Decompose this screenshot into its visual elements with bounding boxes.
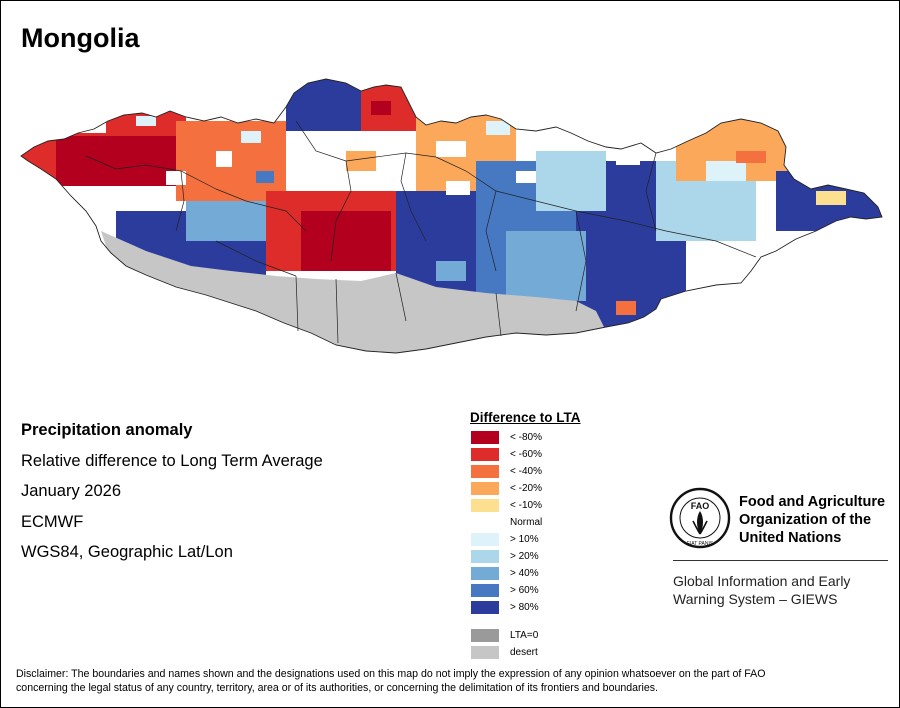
legend-swatch <box>471 584 499 597</box>
fao-logo-motto: FIAT PANIS <box>687 541 714 547</box>
anomaly-raster <box>21 79 882 353</box>
legend-label: > 10% <box>510 534 539 545</box>
legend-swatch <box>471 629 499 642</box>
legend-label: > 60% <box>510 585 539 596</box>
legend-label: > 80% <box>510 602 539 613</box>
legend-swatch <box>471 448 499 461</box>
legend-label: desert <box>510 647 538 658</box>
legend-normal: Normal <box>470 514 630 531</box>
legend-label: > 20% <box>510 551 539 562</box>
disclaimer-line2: concerning the legal status of any count… <box>16 682 659 694</box>
legend-item: LTA=0 <box>470 627 630 644</box>
legend-item: < -60% <box>470 446 630 463</box>
fao-name-line1: Food and Agriculture <box>739 494 886 510</box>
legend-label: < -40% <box>510 466 542 477</box>
legend-label: < -60% <box>510 449 542 460</box>
legend-item: > 60% <box>470 582 630 599</box>
fao-name-line3: United Nations <box>739 530 842 546</box>
giews-name: Global Information and Early Warning Sys… <box>673 572 893 608</box>
legend-label: > 40% <box>510 568 539 579</box>
province-boundaries <box>85 120 757 344</box>
legend-item: < -20% <box>470 480 630 497</box>
legend-label: LTA=0 <box>510 630 539 641</box>
info-projection: WGS84, Geographic Lat/Lon <box>21 543 233 561</box>
legend-item: > 40% <box>470 565 630 582</box>
legend-swatch <box>471 431 499 444</box>
info-period: January 2026 <box>21 482 121 500</box>
legend-other-classes: LTA=0 desert <box>470 627 630 661</box>
legend-label: < -20% <box>510 483 542 494</box>
fao-divider <box>673 560 888 561</box>
legend-label: < -80% <box>510 432 542 443</box>
legend-swatch <box>471 482 499 495</box>
legend-item: > 10% <box>470 531 630 548</box>
info-heading: Precipitation anomaly <box>21 421 193 439</box>
fao-name: Food and Agriculture Organization of the… <box>739 493 899 547</box>
giews-line1: Global Information and Early <box>673 573 851 589</box>
info-subtitle: Relative difference to Long Term Average <box>21 451 323 470</box>
legend-swatch <box>471 499 499 512</box>
legend-swatch <box>471 465 499 478</box>
map-info-block: Precipitation anomaly Relative differenc… <box>21 415 323 568</box>
fao-logo-icon: FAO FIAT PANIS <box>669 487 731 549</box>
giews-line2: Warning System – GIEWS <box>673 591 838 607</box>
legend-normal-label: Normal <box>510 517 543 528</box>
legend-swatch <box>471 601 499 614</box>
legend-dry-classes: < -80% < -60% < -40% < -20% < -10% <box>470 429 630 514</box>
legend-item: < -80% <box>470 429 630 446</box>
legend-title: Difference to LTA <box>470 410 581 425</box>
legend-swatch <box>471 567 499 580</box>
disclaimer: Disclaimer: The boundaries and names sho… <box>16 667 886 695</box>
legend-item: > 80% <box>470 599 630 616</box>
mongolia-anomaly-map <box>20 78 883 354</box>
legend-item: < -10% <box>470 497 630 514</box>
legend-swatch <box>471 646 499 659</box>
legend-item: desert <box>470 644 630 661</box>
legend-swatch <box>471 550 499 563</box>
legend-label: < -10% <box>510 500 542 511</box>
legend-wet-classes: > 10% > 20% > 40% > 60% > 80% <box>470 531 630 616</box>
disclaimer-line1: Disclaimer: The boundaries and names sho… <box>16 668 766 680</box>
legend-item: < -40% <box>470 463 630 480</box>
map-title: Mongolia <box>21 23 140 53</box>
legend-item: > 20% <box>470 548 630 565</box>
legend: Difference to LTA < -80% < -60% < -40% < -2… <box>470 410 630 661</box>
legend-swatch <box>471 533 499 546</box>
info-model: ECMWF <box>21 512 84 531</box>
country-border <box>20 78 883 354</box>
fao-name-line2: Organization of the <box>739 512 872 528</box>
fao-logo-text: FAO <box>691 501 710 511</box>
